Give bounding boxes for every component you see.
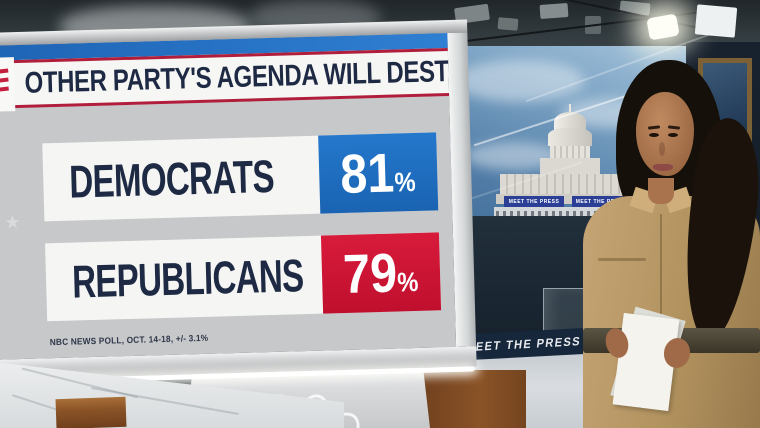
poll-source: NBC NEWS POLL, OCT. 14-18, +/- 3.1% bbox=[49, 332, 209, 348]
studio-monitor: OTHER PARTY'S AGENDA WILL DESTROY AMERIC… bbox=[0, 19, 477, 386]
banner-text: MEET THE PRESS bbox=[575, 198, 627, 205]
anchor-nose-shadow bbox=[659, 142, 665, 156]
capitol-wings bbox=[500, 174, 640, 196]
anchor-face bbox=[636, 92, 694, 176]
star-watermark-icon: ★ bbox=[0, 148, 3, 180]
poll-row-label: DEMOCRATS bbox=[68, 149, 275, 208]
poll-row-democrats: DEMOCRATS 81% bbox=[42, 132, 439, 222]
ceiling-rig-fixture bbox=[539, 3, 569, 19]
percent-sign: % bbox=[394, 166, 417, 198]
percent-sign: % bbox=[397, 266, 420, 298]
coat-placket bbox=[660, 214, 662, 324]
crowd-figures bbox=[496, 211, 644, 216]
flag-stripe-icon bbox=[0, 77, 9, 84]
anchor-eye bbox=[649, 133, 659, 137]
flag-stripe-icon bbox=[0, 68, 9, 75]
flag-stripe-icon bbox=[0, 86, 9, 93]
capitol-spire bbox=[569, 104, 571, 114]
star-watermark-icon: ★ bbox=[4, 212, 21, 233]
anchor-eye bbox=[668, 133, 678, 137]
headline-text: OTHER PARTY'S AGENDA WILL DESTROY AMERIC… bbox=[24, 50, 457, 100]
wood-floor bbox=[414, 370, 526, 428]
poll-row-label: REPUBLICANS bbox=[71, 249, 305, 308]
floor-logo-text: MEET THE PRESS bbox=[464, 334, 582, 355]
poll-value-box-democrats: 81% bbox=[318, 132, 439, 214]
poll-value: 79 bbox=[342, 241, 399, 305]
capitol-steps bbox=[496, 194, 644, 204]
meet-the-press-banner: MEET THE PRESS bbox=[504, 196, 564, 207]
graphic-body: ★ ★ ★ ★ ★ ★ ★ DEMOCRATS 81% REPUBLICANS … bbox=[0, 96, 456, 360]
meet-the-press-banner: MEET THE PRESS bbox=[572, 196, 630, 207]
poll-row-republicans: REPUBLICANS 79% bbox=[45, 232, 442, 322]
wood-box bbox=[55, 396, 127, 428]
poll-value-box-republicans: 79% bbox=[320, 232, 442, 314]
graphic-screen: OTHER PARTY'S AGENDA WILL DESTROY AMERIC… bbox=[0, 33, 457, 361]
studio-light-panel bbox=[694, 4, 738, 38]
capitol-dome-base bbox=[548, 128, 592, 146]
capitol-center bbox=[540, 158, 600, 174]
capitol-building bbox=[496, 104, 644, 216]
poll-value-wrap: 79% bbox=[343, 240, 420, 306]
capitol-drum bbox=[550, 146, 590, 158]
election-2022-logo: 20 22 bbox=[0, 57, 16, 113]
anchor-neck bbox=[648, 178, 674, 204]
cloud bbox=[455, 60, 585, 102]
ceiling-rig-fixture bbox=[497, 17, 519, 31]
anchor-lips bbox=[653, 164, 673, 171]
banner-text: MEET THE PRESS bbox=[508, 198, 560, 205]
poll-value-wrap: 81% bbox=[340, 140, 417, 206]
poll-value: 81 bbox=[339, 141, 396, 206]
coat-pocket bbox=[598, 258, 646, 261]
